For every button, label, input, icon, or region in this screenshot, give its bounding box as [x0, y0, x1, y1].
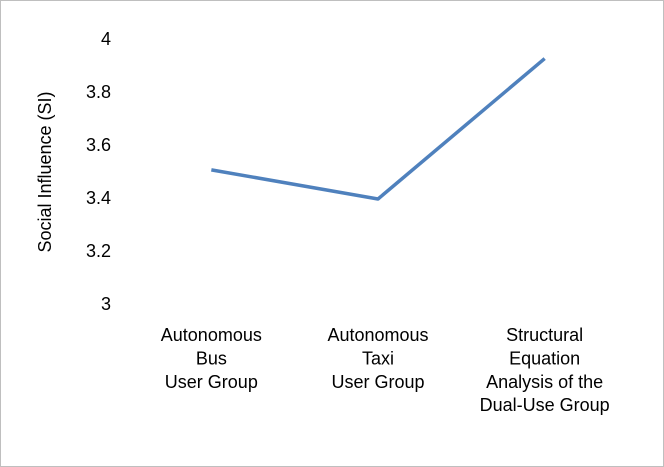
y-tick-label: 3.6	[86, 135, 111, 155]
x-tick-label: Structural Equation Analysis of the Dual-Us…	[480, 325, 610, 415]
x-tick-label: Autonomous Taxi User Group	[327, 325, 428, 392]
x-tick-label: Autonomous Bus User Group	[161, 325, 262, 392]
y-tick-label: 3.4	[86, 188, 111, 208]
series-line	[211, 57, 546, 201]
y-tick-label: 3.2	[86, 241, 111, 261]
y-tick-label: 4	[101, 29, 111, 49]
y-tick-label: 3	[101, 294, 111, 314]
y-axis-label: Social Influence (SI)	[35, 91, 55, 252]
y-tick-label: 3.8	[86, 82, 111, 102]
